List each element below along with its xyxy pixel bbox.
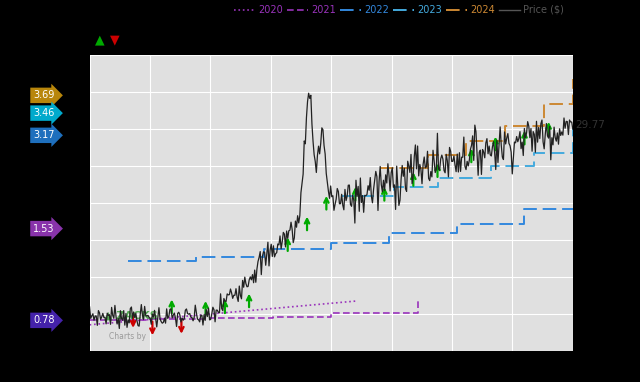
Text: 1.53: 1.53 bbox=[33, 223, 54, 233]
Text: ▲: ▲ bbox=[95, 34, 104, 47]
Legend: 2020, 2021, 2022, 2023, 2024, Price ($): 2020, 2021, 2022, 2023, 2024, Price ($) bbox=[230, 1, 568, 19]
Text: Charts by: Charts by bbox=[109, 332, 146, 341]
Text: 3.69: 3.69 bbox=[33, 91, 54, 100]
Text: 29.77: 29.77 bbox=[575, 120, 605, 130]
Text: 0.78: 0.78 bbox=[33, 316, 54, 325]
Text: 3.17: 3.17 bbox=[33, 130, 54, 140]
Text: ▼: ▼ bbox=[110, 34, 120, 47]
Text: ▲ ZACKS: ▲ ZACKS bbox=[104, 311, 158, 321]
Text: 3.46: 3.46 bbox=[33, 108, 54, 118]
